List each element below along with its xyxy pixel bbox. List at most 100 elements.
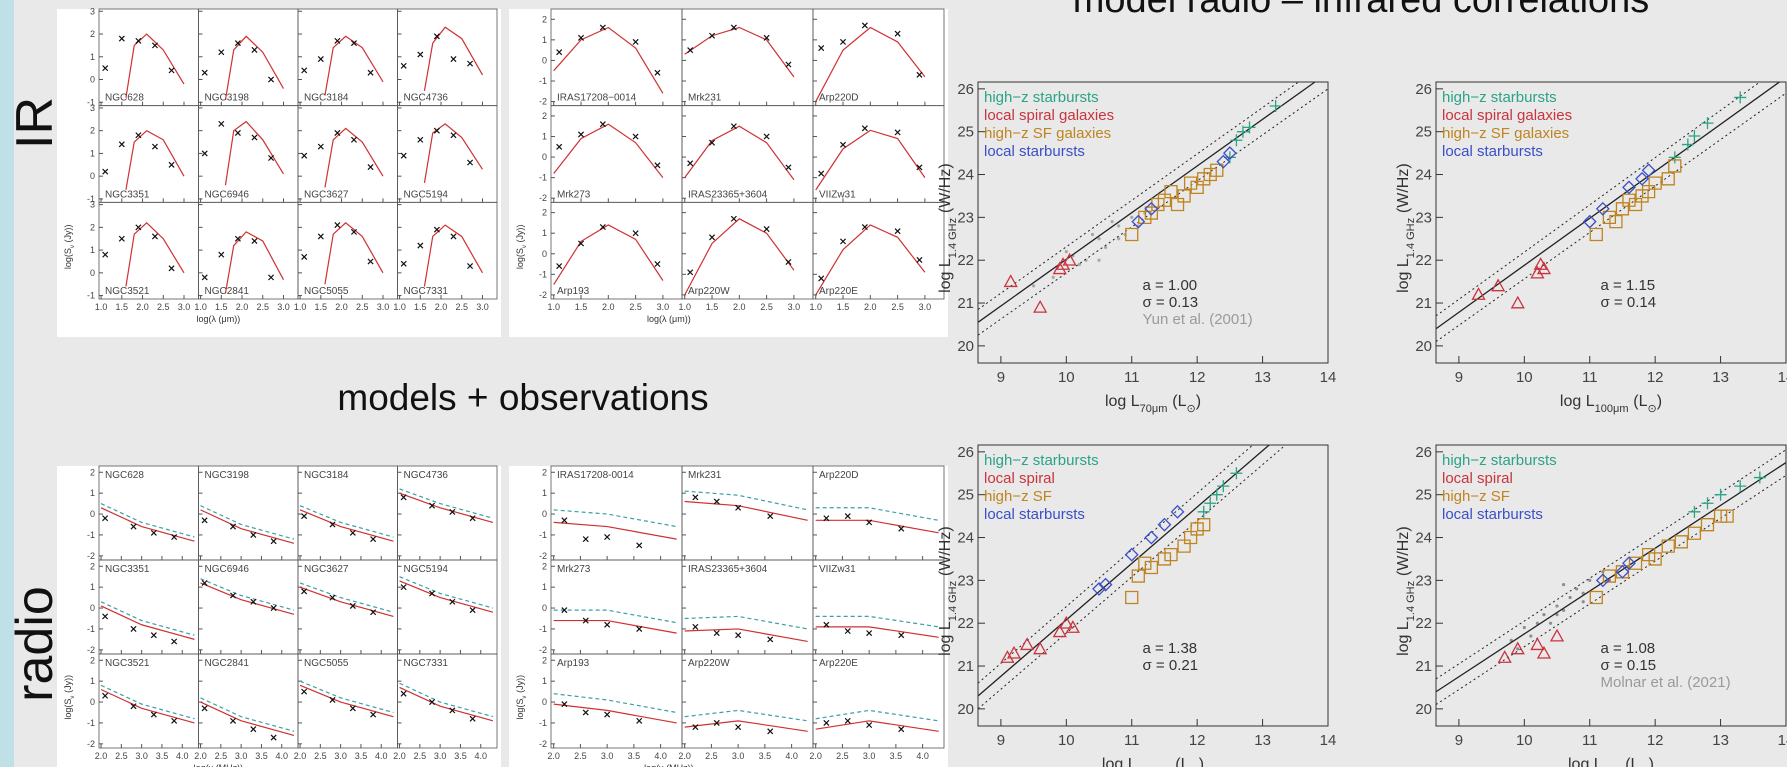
data-point [1628,556,1643,570]
observation [599,121,606,128]
axis-label-part: (Jy)) [515,224,525,242]
background-point [1548,621,1553,625]
observation [823,719,830,726]
observation [469,515,476,522]
observation [469,715,476,722]
observation [417,242,424,249]
model-curve [299,586,394,617]
data-point [1668,159,1682,173]
y-tick-label: 0 [90,268,95,278]
x-tick-label: 10 [1516,369,1533,386]
data-point [1138,556,1152,570]
observation [201,517,208,524]
model-curve [224,35,285,101]
y-tick-label: 25 [1415,124,1432,141]
observation [767,513,774,520]
data-point [1197,518,1211,532]
observation [130,703,137,710]
model-curve [299,684,394,718]
observation [234,40,241,47]
data-point [1092,582,1106,596]
panel-name: NGC7331 [404,658,449,669]
legend-label: local starbursts [1442,143,1543,160]
fit-annotation: a = 1.08 [1601,640,1656,657]
axis-label-part: (W/Hz) [937,163,954,213]
x-tick-label: 1.5 [706,302,719,312]
x-tick-label: 11 [1582,369,1598,386]
observation [735,632,742,639]
model-curve [100,688,195,724]
observation [102,692,109,699]
alt-model-curve [815,709,939,722]
background-point [1561,583,1566,587]
axis-label-part: (Jy)) [63,675,73,693]
observation [102,168,109,175]
y-tick-label: -2 [539,645,547,655]
data-point [1131,214,1146,229]
x-tick-label: 4.0 [474,751,487,761]
data-point [1641,163,1656,178]
observation [604,533,611,541]
axis-label-part: 1.4 GHz [947,218,959,258]
plot-frame [977,444,1329,727]
observation [818,45,825,52]
observation [150,711,157,718]
background-point [1529,634,1533,638]
observation [301,588,308,595]
observation [317,56,324,63]
observation [250,531,257,538]
x-tick-label: 2.0 [194,751,207,761]
observation [449,598,456,605]
axis-label-part: (Jy)) [515,675,525,693]
observation [370,711,377,718]
panel-name: NGC6946 [205,189,250,200]
panel-name: Arp220D [819,93,858,104]
x-tick-label: 2.5 [456,302,469,312]
x-tick-label: 2.5 [314,751,327,761]
y-tick-label: 0 [542,603,547,613]
model-curve [423,224,484,287]
x-tick-label: 3.5 [156,751,169,761]
x-tick-label: 2.5 [836,751,849,761]
y-tick-label: 25 [1415,487,1432,504]
observation [201,150,208,157]
x-tick-label: 2.0 [678,751,691,761]
observation [150,632,157,639]
data-point [1062,252,1077,266]
axis-label: log(λ (μm)) [647,314,691,324]
y-tick-label: 2 [90,655,95,665]
observation [270,538,277,545]
data-point [1000,650,1015,663]
x-tick-label: 3.0 [178,302,191,312]
observation [201,705,208,712]
data-point [1144,530,1159,545]
data-point [1622,180,1636,195]
fit-line [977,81,1316,323]
background-point [1110,220,1114,224]
x-tick-label: 1.0 [294,302,307,312]
data-point [1615,565,1630,579]
observation [763,133,770,140]
observation [218,251,225,258]
data-point [1033,641,1048,655]
observation [632,133,639,140]
observation [118,235,125,242]
y-tick-label: 22 [1415,615,1432,632]
y-tick-label: 23 [957,572,974,589]
axis-label-part: ) [1199,756,1204,767]
observation [428,502,436,509]
legend-label: high−z starbursts [1442,452,1557,469]
axis-label-part: log(S [515,699,525,720]
observation [708,234,716,241]
data-point [1059,615,1074,629]
observation [636,717,643,724]
y-tick-label: -2 [539,739,547,749]
data-point [1734,91,1747,104]
x-tick-label: 3.0 [788,302,801,312]
observation [632,38,639,45]
axis-label-part: ) [1657,393,1662,410]
data-point [1681,138,1694,151]
data-point [1536,261,1552,275]
panel-name: NGC5055 [304,286,349,297]
data-point [1269,99,1282,112]
